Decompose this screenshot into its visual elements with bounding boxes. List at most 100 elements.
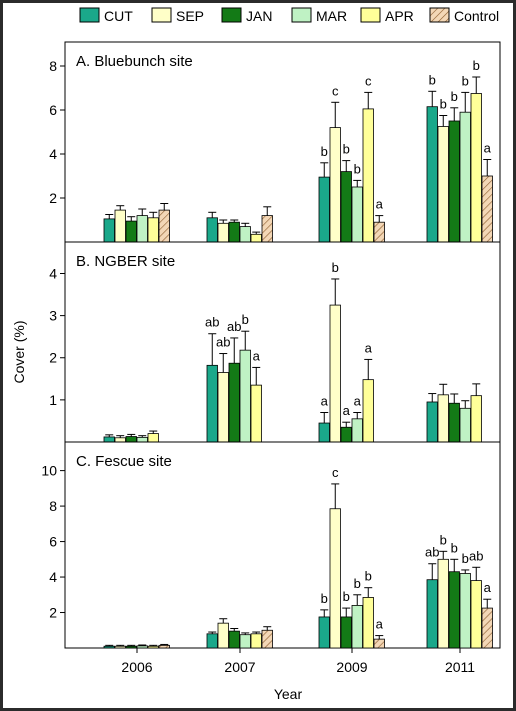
bar-mar-2007 bbox=[239, 634, 251, 649]
legend-swatch-jan bbox=[221, 7, 242, 23]
significance-label: ab bbox=[227, 319, 241, 334]
bar-apr-2007 bbox=[250, 233, 262, 243]
legend-label-sep: SEP bbox=[176, 8, 204, 24]
legend-swatch-cut bbox=[79, 7, 100, 23]
significance-label: b bbox=[242, 312, 249, 327]
bar-cut-2009 bbox=[318, 176, 330, 243]
bar-apr-2011 bbox=[470, 93, 482, 243]
bar-sep-2007 bbox=[217, 372, 229, 443]
significance-label: a bbox=[484, 141, 492, 156]
bar-control-2009 bbox=[373, 221, 385, 243]
significance-label: a bbox=[343, 403, 351, 418]
significance-label: ab bbox=[425, 545, 439, 560]
significance-label: b bbox=[462, 551, 469, 566]
bar-mar-2009 bbox=[351, 186, 363, 243]
bar-sep-2009 bbox=[329, 127, 341, 243]
significance-label: b bbox=[440, 532, 447, 547]
significance-label: b bbox=[321, 144, 328, 159]
bar-mar-2009 bbox=[351, 605, 363, 649]
significance-label: b bbox=[321, 591, 328, 606]
bar-sep-2009 bbox=[329, 304, 341, 443]
legend-swatch-mar bbox=[291, 7, 312, 23]
bar-cut-2006 bbox=[103, 436, 115, 443]
y-tick-label: 8 bbox=[49, 498, 57, 514]
bar-jan-2009 bbox=[340, 426, 352, 443]
legend-label-control: Control bbox=[454, 8, 499, 24]
bar-sep-2007 bbox=[217, 222, 229, 243]
y-tick-label: 10 bbox=[41, 463, 57, 479]
bar-apr-2009 bbox=[362, 597, 374, 649]
bar-jan-2007 bbox=[228, 630, 240, 649]
bar-cut-2007 bbox=[206, 633, 218, 649]
panel-frame bbox=[64, 441, 501, 649]
significance-label: b bbox=[462, 73, 469, 88]
legend-swatch-control bbox=[429, 7, 450, 23]
y-tick-label: 4 bbox=[49, 265, 57, 281]
legend-label-mar: MAR bbox=[316, 8, 347, 24]
significance-label: ab bbox=[469, 548, 483, 563]
bar-jan-2006 bbox=[125, 436, 137, 443]
x-axis: 2006 2007 2009 2011 bbox=[121, 648, 475, 675]
bar-jan-2009 bbox=[340, 616, 352, 649]
y-tick-label: 2 bbox=[49, 605, 57, 621]
significance-label: a bbox=[376, 617, 384, 632]
bar-control-2011 bbox=[481, 607, 493, 649]
x-tick-label: 2007 bbox=[224, 659, 255, 675]
x-tick-label: 2009 bbox=[336, 659, 367, 675]
significance-label: b bbox=[343, 589, 350, 604]
significance-label: b bbox=[473, 58, 480, 73]
significance-label: a bbox=[376, 197, 384, 212]
legend-label-cut: CUT bbox=[104, 8, 133, 24]
bar-cut-2011 bbox=[426, 106, 438, 243]
y-tick-label: 6 bbox=[49, 102, 57, 118]
y-tick-label: 3 bbox=[49, 308, 57, 324]
bar-sep-2006 bbox=[114, 645, 126, 649]
y-tick-label: 6 bbox=[49, 534, 57, 550]
bar-control-2009 bbox=[373, 638, 385, 649]
bar-apr-2009 bbox=[362, 108, 374, 243]
significance-label: b bbox=[354, 161, 361, 176]
legend: CUT SEP JAN MAR APR Control bbox=[79, 7, 499, 24]
bar-jan-2011 bbox=[448, 402, 460, 443]
bar-sep-2011 bbox=[437, 394, 449, 443]
legend-label-jan: JAN bbox=[246, 8, 272, 24]
significance-label: ab bbox=[216, 335, 230, 350]
significance-label: a bbox=[484, 580, 492, 595]
significance-label: a bbox=[354, 394, 362, 409]
significance-label: ab bbox=[205, 315, 219, 330]
bar-cut-2009 bbox=[318, 422, 330, 443]
bar-sep-2006 bbox=[114, 209, 126, 243]
bar-jan-2009 bbox=[340, 171, 352, 243]
significance-label: b bbox=[332, 260, 339, 275]
x-axis-title: Year bbox=[274, 686, 303, 702]
bar-sep-2011 bbox=[437, 558, 449, 649]
bar-apr-2007 bbox=[250, 633, 262, 649]
bar-apr-2009 bbox=[362, 379, 374, 443]
significance-label: c bbox=[365, 73, 372, 88]
bar-control-2007 bbox=[261, 629, 273, 649]
bar-jan-2011 bbox=[448, 571, 460, 649]
legend-swatch-apr bbox=[360, 7, 381, 23]
bar-apr-2006 bbox=[147, 217, 159, 243]
x-tick-label: 2006 bbox=[121, 659, 152, 675]
bar-apr-2007 bbox=[250, 384, 262, 443]
bar-control-2011 bbox=[481, 175, 493, 243]
bar-cut-2007 bbox=[206, 217, 218, 243]
bar-mar-2007 bbox=[239, 349, 251, 443]
bar-mar-2007 bbox=[239, 226, 251, 243]
bar-sep-2009 bbox=[329, 508, 341, 649]
y-tick-label: 4 bbox=[49, 146, 57, 162]
bar-sep-2006 bbox=[114, 437, 126, 443]
bar-mar-2011 bbox=[459, 407, 471, 443]
panel-title: C. Fescue site bbox=[76, 453, 172, 470]
bar-mar-2011 bbox=[459, 111, 471, 243]
significance-label: a bbox=[365, 340, 373, 355]
significance-label: c bbox=[332, 465, 339, 480]
significance-label: a bbox=[321, 394, 329, 409]
panel-title: A. Bluebunch site bbox=[76, 53, 193, 70]
significance-label: b bbox=[451, 540, 458, 555]
x-tick-label: 2011 bbox=[445, 659, 475, 675]
